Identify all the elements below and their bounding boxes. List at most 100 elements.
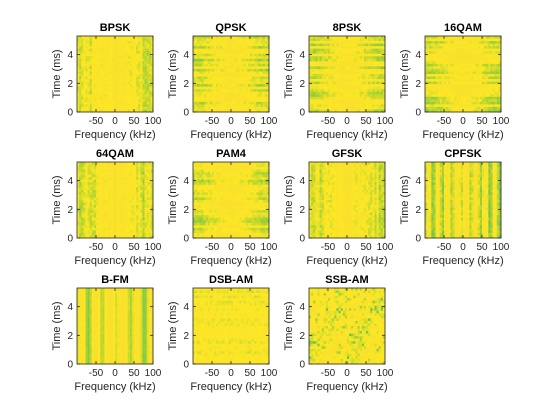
heatmap-cell <box>250 38 253 42</box>
heatmap-cell <box>140 74 143 77</box>
heatmap-cell <box>138 96 141 100</box>
heatmap-cell <box>374 79 377 82</box>
heatmap-cell <box>212 104 215 108</box>
heatmap-cell <box>108 76 112 80</box>
heatmap-cell <box>243 81 247 85</box>
heatmap-cell <box>125 99 128 103</box>
heatmap-cell <box>146 63 150 67</box>
heatmap-cell <box>245 91 249 95</box>
heatmap-cell <box>131 189 135 193</box>
heatmap-cell <box>112 81 116 85</box>
heatmap-cell <box>498 101 502 105</box>
heatmap-cell <box>127 48 131 52</box>
heatmap-cell <box>264 46 268 49</box>
heatmap-cell <box>214 104 217 108</box>
heatmap-cell <box>250 41 253 44</box>
heatmap-cell <box>104 104 107 108</box>
heatmap-cell <box>439 51 443 55</box>
heatmap-cell <box>448 38 451 42</box>
heatmap-cell <box>351 76 354 80</box>
heatmap-cell <box>258 79 261 82</box>
heatmap-cell <box>121 101 124 105</box>
heatmap-cell <box>243 63 247 67</box>
heatmap-cell <box>233 94 236 98</box>
heatmap-cell <box>209 109 213 113</box>
heatmap-cell <box>454 91 457 95</box>
heatmap-cell <box>138 192 141 196</box>
heatmap-cell <box>83 84 86 87</box>
heatmap-cell <box>127 197 131 201</box>
heatmap-cell <box>144 68 147 72</box>
heatmap-cell <box>361 91 365 95</box>
heatmap-cell <box>484 109 487 113</box>
heatmap-cell <box>98 43 101 47</box>
heatmap-cell <box>222 96 225 100</box>
heatmap-cell <box>359 41 363 44</box>
heatmap-cell <box>199 61 202 65</box>
heatmap-cell <box>328 89 331 93</box>
heatmap-cell <box>195 96 198 100</box>
heatmap-cell <box>87 43 90 47</box>
heatmap-cell <box>136 79 139 82</box>
heatmap-cell <box>448 58 451 62</box>
heatmap-cell <box>471 68 474 72</box>
heatmap-cell <box>121 106 124 110</box>
heatmap-cell <box>117 182 120 186</box>
heatmap-cell <box>119 106 122 110</box>
heatmap-cell <box>112 68 116 72</box>
heatmap-cell <box>334 51 337 55</box>
heatmap-cell <box>247 76 251 80</box>
heatmap-cell <box>121 36 124 39</box>
heatmap-cell <box>456 106 460 110</box>
heatmap-cell <box>469 63 472 67</box>
heatmap-cell <box>241 79 244 82</box>
heatmap-cell <box>91 99 95 103</box>
heatmap-cell <box>363 63 367 67</box>
heatmap-cell <box>134 99 137 103</box>
heatmap-cell <box>148 179 152 183</box>
heatmap-cell <box>239 38 242 42</box>
heatmap-cell <box>96 94 99 98</box>
heatmap-cell <box>252 56 255 60</box>
heatmap-cell <box>83 91 86 95</box>
heatmap-cell <box>448 76 451 80</box>
heatmap-cell <box>340 38 344 42</box>
heatmap-cell <box>351 86 354 90</box>
heatmap-cell <box>226 68 230 72</box>
heatmap-cell <box>496 43 500 47</box>
heatmap-cell <box>458 76 462 80</box>
heatmap-cell <box>323 81 327 85</box>
heatmap-cell <box>359 86 363 90</box>
heatmap-cell <box>216 43 219 47</box>
heatmap-cell <box>450 106 453 110</box>
heatmap-cell <box>344 109 348 113</box>
heatmap-cell <box>488 109 491 113</box>
heatmap-cell <box>256 56 259 60</box>
heatmap-cell <box>98 96 101 100</box>
heatmap-cell <box>463 71 466 75</box>
heatmap-cell <box>81 76 84 80</box>
heatmap-cell <box>482 56 485 60</box>
heatmap-cell <box>266 58 270 62</box>
heatmap-cell <box>486 53 489 57</box>
heatmap-cell <box>498 43 502 47</box>
heatmap-cell <box>458 99 462 103</box>
heatmap-cell <box>136 76 139 80</box>
heatmap-cell <box>243 79 247 82</box>
heatmap-cell <box>110 56 114 60</box>
heatmap-cell <box>87 94 90 98</box>
heatmap-cell <box>212 91 215 95</box>
heatmap-cell <box>106 84 109 87</box>
heatmap-cell <box>77 182 80 186</box>
heatmap-cell <box>363 91 367 95</box>
heatmap-cell <box>452 76 455 80</box>
heatmap-cell <box>245 84 249 87</box>
heatmap-cell <box>262 46 266 49</box>
heatmap-cell <box>469 94 472 98</box>
heatmap-cell <box>136 109 139 113</box>
spectrogram-image <box>77 36 154 113</box>
heatmap-cell <box>266 71 270 75</box>
heatmap-cell <box>119 53 122 57</box>
heatmap-cell <box>106 182 109 186</box>
heatmap-cell <box>382 66 386 70</box>
